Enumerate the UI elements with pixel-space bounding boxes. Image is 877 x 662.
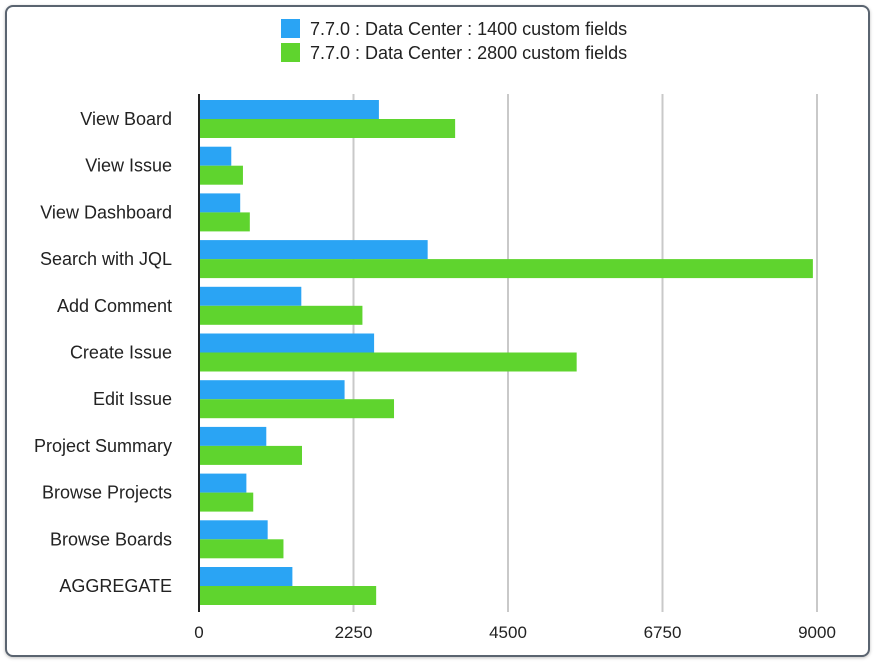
category-label: View Dashboard bbox=[40, 202, 172, 222]
chart-frame bbox=[5, 5, 870, 657]
category-label: Create Issue bbox=[70, 343, 172, 363]
x-tick-label: 4500 bbox=[489, 623, 527, 642]
bar-series-1 bbox=[199, 426, 267, 446]
category-label: Edit Issue bbox=[93, 389, 172, 409]
bar-series-2 bbox=[199, 445, 302, 465]
bar-series-1 bbox=[199, 333, 375, 353]
category-label: Project Summary bbox=[34, 436, 172, 456]
bar-series-1 bbox=[199, 193, 241, 213]
category-label: AGGREGATE bbox=[59, 576, 172, 596]
x-tick-label: 2250 bbox=[335, 623, 373, 642]
bar-series-1 bbox=[199, 146, 232, 166]
bar-series-2 bbox=[199, 165, 243, 185]
bar-series-1 bbox=[199, 286, 302, 306]
bar-series-2 bbox=[199, 352, 577, 372]
bar-series-2 bbox=[199, 305, 363, 325]
bar-series-2 bbox=[199, 119, 456, 138]
bar-series-2 bbox=[199, 539, 284, 559]
category-labels: View Board View Issue View Dashboard Search… bbox=[34, 109, 172, 596]
category-label: Browse Boards bbox=[50, 529, 172, 549]
category-label: Browse Projects bbox=[42, 483, 172, 503]
bar-series-1 bbox=[199, 380, 345, 400]
bar-series-1 bbox=[199, 100, 379, 119]
bar-series-2 bbox=[199, 212, 250, 232]
bar-series-2 bbox=[199, 399, 395, 419]
x-tick-labels: 0 2250 4500 6750 9000 bbox=[194, 623, 836, 642]
bar-series-1 bbox=[199, 240, 428, 260]
x-tick-label: 0 bbox=[194, 623, 203, 642]
category-label: View Board bbox=[80, 109, 172, 129]
category-label: Add Comment bbox=[57, 296, 172, 316]
legend-label: 7.7.0 : Data Center : 1400 custom fields bbox=[310, 19, 627, 39]
legend-swatch bbox=[281, 43, 300, 62]
category-label: Search with JQL bbox=[40, 249, 172, 269]
legend: 7.7.0 : Data Center : 1400 custom fields… bbox=[281, 19, 627, 63]
bar-series-1 bbox=[199, 567, 293, 586]
bar-series-1 bbox=[199, 473, 247, 493]
legend-label: 7.7.0 : Data Center : 2800 custom fields bbox=[310, 43, 627, 63]
bar-series-1 bbox=[199, 520, 268, 540]
bar-series-2 bbox=[199, 259, 813, 279]
x-tick-label: 6750 bbox=[644, 623, 682, 642]
x-tick-label: 9000 bbox=[798, 623, 836, 642]
bar-series-2 bbox=[199, 492, 254, 512]
legend-swatch bbox=[281, 19, 300, 38]
bars bbox=[199, 100, 813, 605]
bar-series-2 bbox=[199, 586, 377, 605]
category-label: View Issue bbox=[85, 156, 172, 176]
